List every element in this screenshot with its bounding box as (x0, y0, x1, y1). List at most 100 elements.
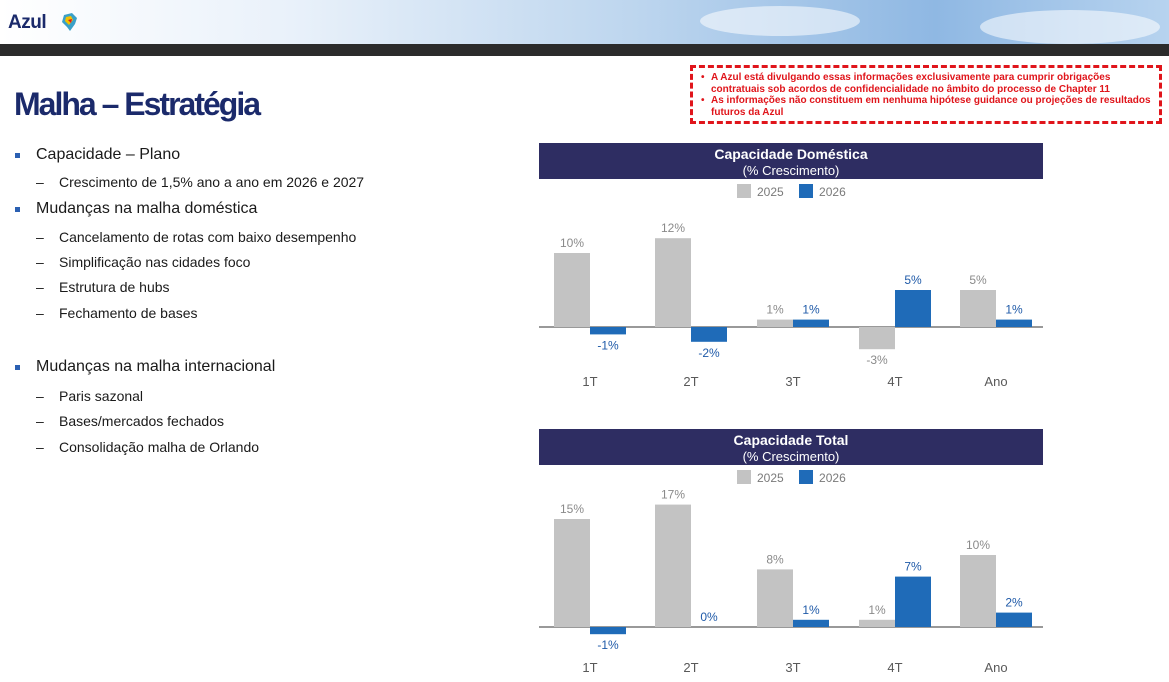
bar-2025-Ano (960, 290, 996, 327)
header-banner (0, 0, 1169, 44)
header-divider (0, 44, 1169, 56)
data-label-2026-1T: -1% (597, 338, 619, 352)
sub-bullet-text: Consolidação malha de Orlando (59, 439, 260, 455)
chart-header: Capacidade Doméstica (% Crescimento) (539, 143, 1043, 179)
page-title: Malha – Estratégia (14, 86, 261, 122)
bullet-text: Mudanças na malha doméstica (36, 200, 258, 217)
data-label-2025-4T: 1% (868, 603, 886, 617)
sub-bullet-text: Simplificação nas cidades foco (59, 254, 251, 270)
category-label-3T: 3T (785, 374, 800, 389)
azul-logo: Azul (8, 12, 47, 33)
bar-2026-4T (895, 576, 931, 627)
category-label-1T: 1T (582, 660, 597, 675)
bar-2025-2T (655, 238, 691, 327)
cloud-decoration (700, 6, 860, 36)
disclaimer-box: A Azul está divulgando essas informações… (690, 65, 1162, 124)
sub-bullet-text: Cancelamento de rotas com baixo desempen… (59, 229, 357, 245)
chart-title: Capacidade Total (733, 432, 849, 448)
data-label-2026-1T: -1% (597, 638, 619, 652)
bar-2025-2T (655, 504, 691, 627)
bullet-text: Capacidade – Plano (36, 146, 181, 163)
legend-item-2026: 2026 (799, 470, 846, 485)
data-label-2025-Ano: 10% (966, 538, 990, 552)
bar-2026-3T (793, 619, 829, 627)
legend-label: 2025 (757, 471, 784, 485)
bar-2025-4T (859, 327, 895, 350)
data-label-2026-Ano: 1% (1005, 303, 1023, 317)
chart-legend: 2025 2026 (737, 470, 858, 485)
sub-bullet-item: – Bases/mercados fechados (36, 413, 224, 429)
data-label-2026-2T: 0% (700, 610, 718, 624)
sub-bullet-item: – Estrutura de hubs (36, 279, 170, 295)
category-label-2T: 2T (683, 660, 698, 675)
chart-subtitle: (% Crescimento) (742, 163, 840, 178)
chart-legend: 2025 2026 (737, 184, 858, 199)
category-label-2T: 2T (683, 374, 698, 389)
sub-bullet-item: – Simplificação nas cidades foco (36, 254, 250, 270)
category-label-Ano: Ano (984, 660, 1007, 675)
sub-bullet-text: Bases/mercados fechados (59, 413, 224, 429)
sub-bullet-text: Crescimento de 1,5% ano a ano em 2026 e … (59, 174, 365, 190)
sub-bullet-item: – Cancelamento de rotas com baixo desempe… (36, 229, 356, 245)
sub-bullet-item: – Consolidação malha de Orlando (36, 439, 259, 455)
data-label-2026-2T: -2% (698, 346, 720, 360)
data-label-2026-Ano: 2% (1005, 596, 1023, 610)
chart-header: Capacidade Total (% Crescimento) (539, 429, 1043, 465)
legend-label: 2025 (757, 185, 784, 199)
data-label-2026-3T: 1% (802, 603, 820, 617)
cloud-decoration (980, 10, 1160, 44)
data-label-2026-4T: 7% (904, 560, 922, 574)
dash-icon: – (36, 174, 44, 190)
legend-label: 2026 (819, 471, 846, 485)
bar-2025-3T (757, 569, 793, 627)
sub-bullet-text: Paris sazonal (59, 388, 144, 404)
sub-bullet-item: – Fechamento de bases (36, 305, 198, 321)
dash-icon: – (36, 279, 44, 295)
category-label-4T: 4T (887, 660, 902, 675)
chart-plot: 10% -1% 1T 12% -2%2T 1% 1% 3T -3% 5% 4T 5% 1% Ano (539, 221, 1043, 389)
data-label-2025-1T: 10% (560, 236, 584, 250)
legend-swatch (737, 184, 751, 198)
bar-2025-1T (554, 253, 590, 327)
sub-bullet-text: Estrutura de hubs (59, 279, 170, 295)
data-label-2025-3T: 8% (766, 552, 784, 566)
category-label-1T: 1T (582, 374, 597, 389)
data-label-2025-1T: 15% (560, 502, 584, 516)
category-label-4T: 4T (887, 374, 902, 389)
sub-bullet-text: Fechamento de bases (59, 305, 198, 321)
dash-icon: – (36, 305, 44, 321)
bullet-item: Mudanças na malha internacional (14, 358, 275, 376)
dash-icon: – (36, 229, 44, 245)
chart-capacidade-total: Capacidade Total (% Crescimento) 2025 20… (539, 429, 1043, 682)
brazil-map-icon (62, 13, 77, 31)
bullet-square-icon (15, 365, 20, 370)
legend-item-2025: 2025 (737, 184, 784, 199)
disclaimer-item: A Azul está divulgando essas informações… (701, 72, 1151, 95)
dash-icon: – (36, 413, 44, 429)
category-label-Ano: Ano (984, 374, 1007, 389)
legend-item-2026: 2026 (799, 184, 846, 199)
category-label-3T: 3T (785, 660, 800, 675)
bar-2025-Ano (960, 555, 996, 627)
bar-2025-4T (859, 619, 895, 627)
chart-title: Capacidade Doméstica (714, 146, 868, 162)
disclaimer-item: As informações não constituem em nenhuma… (701, 95, 1151, 118)
legend-swatch (799, 184, 814, 198)
bar-2026-1T (590, 327, 626, 335)
bar-2026-2T (691, 327, 727, 342)
legend-label: 2026 (819, 185, 846, 199)
dash-icon: – (36, 254, 44, 270)
bar-2026-4T (895, 290, 931, 327)
data-label-2026-4T: 5% (904, 273, 922, 287)
legend-swatch (737, 470, 751, 484)
sub-bullet-item: – Crescimento de 1,5% ano a ano em 2026 e… (36, 174, 364, 190)
bar-2026-1T (590, 627, 626, 635)
data-label-2025-2T: 17% (661, 488, 685, 502)
legend-swatch (799, 470, 814, 484)
chart-plot: 15% -1%1T 17% 0% 2T 8% 1% 3T 1% 7% 4T 10% 2% Ano (539, 488, 1043, 675)
bar-2026-3T (793, 319, 829, 327)
dash-icon: – (36, 388, 44, 404)
bullet-text: Mudanças na malha internacional (36, 358, 276, 375)
bar-2025-1T (554, 519, 590, 627)
bar-2025-3T (757, 319, 793, 327)
